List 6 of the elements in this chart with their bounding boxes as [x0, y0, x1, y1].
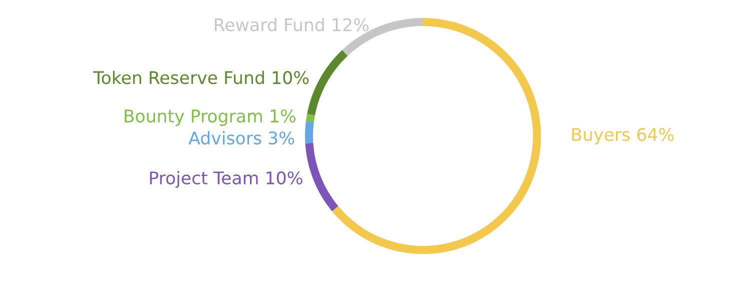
slice-label: Advisors 3%: [188, 131, 294, 145]
slice-label: Token Reserve Fund 10%: [93, 70, 309, 84]
slice-label: Reward Fund 12%: [214, 18, 369, 32]
slice-label: Project Team 10%: [150, 171, 302, 188]
slice-label: Buyers 64%: [572, 128, 674, 144]
slice-label: Bounty Program 1%: [124, 109, 296, 126]
